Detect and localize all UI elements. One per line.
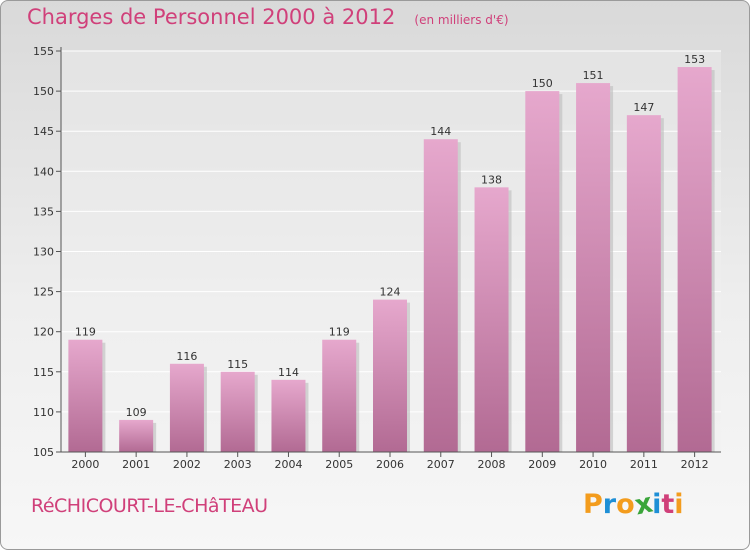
x-tick-label-2001: 2001	[122, 458, 150, 471]
value-label-2008: 138	[481, 173, 502, 186]
bar-2003	[220, 371, 255, 452]
y-tick-label: 135	[33, 205, 54, 218]
logo-letter: P	[583, 489, 603, 520]
proxiti-logo[interactable]: Proxiti	[583, 488, 684, 522]
value-label-2012: 153	[684, 53, 705, 66]
bar-2000	[68, 339, 103, 452]
bar-2010	[576, 83, 611, 452]
chart-subtitle: (en milliers d'€)	[414, 13, 509, 27]
chart-title: Charges de Personnel 2000 à 2012	[27, 5, 396, 29]
bar-layer	[68, 67, 715, 452]
value-label-2009: 150	[532, 77, 553, 90]
x-tick-label-2010: 2010	[579, 458, 607, 471]
bar-2011	[626, 115, 661, 452]
x-tick-label-2003: 2003	[224, 458, 252, 471]
bar-2009	[525, 91, 560, 452]
logo-letter: r	[602, 489, 617, 520]
x-tick-label-2005: 2005	[325, 458, 353, 471]
bar-2007	[423, 139, 458, 452]
value-label-2011: 147	[633, 101, 654, 114]
bar-2005	[322, 339, 357, 452]
x-tick-label-2006: 2006	[376, 458, 404, 471]
logo-letter: i	[652, 489, 662, 520]
axis-layer: 105 110 115 120 125 130 135 140 145 150 155 2000 200…	[33, 45, 721, 471]
value-label-2007: 144	[430, 125, 451, 138]
logo-letter: i	[674, 489, 684, 520]
commune-name: RéCHICOURT-LE-CHâTEAU	[31, 495, 268, 517]
bar-2001	[119, 419, 154, 452]
x-tick-label-2004: 2004	[274, 458, 302, 471]
bar-2008	[474, 187, 509, 452]
y-tick-label: 155	[33, 45, 54, 58]
y-tick-label: 145	[33, 125, 54, 138]
logo-letter: t	[661, 489, 675, 520]
y-tick-label: 120	[33, 326, 54, 339]
y-tick-label: 115	[33, 366, 54, 379]
value-label-2004: 114	[278, 366, 299, 379]
value-label-2010: 151	[583, 69, 604, 82]
value-label-2005: 119	[329, 326, 350, 339]
y-tick-label: 150	[33, 85, 54, 98]
bar-2002	[169, 363, 204, 452]
title-row: Charges de Personnel 2000 à 2012 (en mil…	[27, 5, 509, 29]
bar-2004	[271, 379, 306, 452]
y-tick-label: 110	[33, 406, 54, 419]
value-label-2000: 119	[75, 326, 96, 339]
bar-2012	[677, 67, 712, 452]
x-tick-label-2012: 2012	[681, 458, 709, 471]
x-tick-label-2007: 2007	[427, 458, 455, 471]
logo-letter: o	[616, 489, 635, 520]
x-tick-label-2002: 2002	[173, 458, 201, 471]
x-tick-label-2008: 2008	[478, 458, 506, 471]
y-tick-label: 130	[33, 246, 54, 259]
value-label-2001: 109	[126, 406, 147, 419]
value-label-2002: 116	[176, 350, 197, 363]
bar-2006	[373, 299, 407, 452]
value-label-2006: 124	[380, 286, 401, 299]
y-tick-label: 105	[33, 446, 54, 459]
value-label-2003: 115	[227, 358, 248, 371]
x-tick-label-2011: 2011	[630, 458, 658, 471]
y-tick-label: 140	[33, 165, 54, 178]
y-tick-label: 125	[33, 286, 54, 299]
label-layer: 119 109 116 115 114 119 124 144 138 150 151 147 153	[75, 53, 705, 419]
x-tick-label-2009: 2009	[528, 458, 556, 471]
x-tick-label-2000: 2000	[71, 458, 99, 471]
